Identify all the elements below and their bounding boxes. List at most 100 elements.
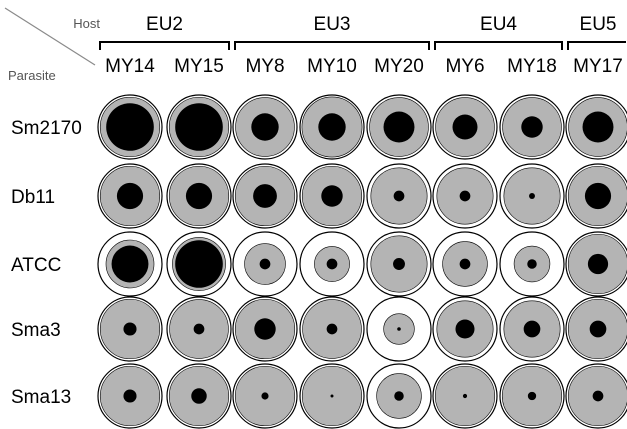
- cell-black-core: [106, 103, 154, 151]
- group-bracket-eu3: [234, 41, 430, 50]
- cell-atcc-my10: [299, 231, 365, 297]
- cell-black-core: [523, 320, 541, 338]
- group-bracket-eu4: [434, 41, 563, 50]
- cell-sm2170-my10: [299, 94, 365, 160]
- cell-black-core: [582, 111, 614, 143]
- cell-db11-my10: [299, 163, 365, 229]
- column-label-my8: MY8: [245, 56, 284, 77]
- group-bracket-eu5: [567, 41, 626, 50]
- cell-db11-my14: [97, 163, 163, 229]
- cell-sma13-my6: [432, 363, 498, 429]
- cell-black-core: [452, 114, 478, 140]
- cell-black-core: [191, 388, 207, 404]
- cell-black-core: [185, 182, 213, 210]
- cell-sm2170-my14: [97, 94, 163, 160]
- group-bracket-eu2: [99, 41, 230, 50]
- cell-black-core: [251, 113, 279, 141]
- cell-black-core: [326, 323, 338, 335]
- cell-black-core: [321, 185, 343, 207]
- row-label-sma3: Sma3: [11, 320, 61, 341]
- cell-sma13-my18: [499, 363, 565, 429]
- cell-black-core: [261, 392, 269, 400]
- cell-black-core: [330, 394, 334, 398]
- cell-sma3-my14: [97, 296, 163, 362]
- group-label-eu2: EU2: [146, 14, 183, 35]
- cell-sma13-my14: [97, 363, 163, 429]
- cell-sma13-my8: [232, 363, 298, 429]
- column-label-my20: MY20: [374, 56, 424, 77]
- row-label-sm2170: Sm2170: [11, 118, 82, 139]
- cell-black-core: [394, 391, 404, 401]
- cell-black-core: [527, 259, 537, 269]
- group-label-eu4: EU4: [480, 14, 517, 35]
- cell-db11-my15: [166, 163, 232, 229]
- cell-sm2170-my18: [499, 94, 565, 160]
- row-label-atcc: ATCC: [11, 255, 61, 276]
- cell-black-core: [459, 190, 471, 202]
- cell-db11-my6: [432, 163, 498, 229]
- cell-db11-my8: [232, 163, 298, 229]
- corner-host-label: Host: [73, 16, 100, 31]
- column-label-my15: MY15: [174, 56, 224, 77]
- cell-atcc-my18: [499, 231, 565, 297]
- cell-black-core: [383, 111, 415, 143]
- corner-diagonal: [4, 7, 96, 66]
- cell-black-core: [455, 319, 475, 339]
- cell-black-core: [527, 391, 537, 401]
- cell-sma3-my20: [366, 296, 432, 362]
- row-label-sma13: Sma13: [11, 387, 71, 408]
- cell-black-core: [318, 113, 346, 141]
- cell-sma13-my17: [565, 363, 627, 429]
- cell-black-core: [123, 389, 137, 403]
- cell-black-core: [393, 258, 405, 270]
- cell-sm2170-my8: [232, 94, 298, 160]
- cell-db11-my18: [499, 163, 565, 229]
- cell-sma13-my10: [299, 363, 365, 429]
- cell-sm2170-my15: [166, 94, 232, 160]
- cell-sm2170-my20: [366, 94, 432, 160]
- group-label-eu5: EU5: [580, 14, 617, 35]
- cell-sm2170-my17: [565, 94, 627, 160]
- cell-atcc-my14: [97, 231, 163, 297]
- cell-black-core: [587, 253, 609, 275]
- cell-black-core: [253, 184, 277, 208]
- cell-black-core: [589, 320, 607, 338]
- cell-black-core: [393, 190, 405, 202]
- cell-black-core: [116, 182, 144, 210]
- cell-atcc-my17: [565, 231, 627, 297]
- cell-atcc-my20: [366, 231, 432, 297]
- cell-sma3-my17: [565, 296, 627, 362]
- cell-sma3-my6: [432, 296, 498, 362]
- cell-black-core: [326, 258, 338, 270]
- cell-sma13-my15: [166, 363, 232, 429]
- column-label-my10: MY10: [307, 56, 357, 77]
- column-label-my6: MY6: [445, 56, 484, 77]
- cell-atcc-my15: [166, 231, 232, 297]
- cell-sma13-my20: [366, 363, 432, 429]
- cell-black-core: [175, 103, 223, 151]
- cell-black-core: [462, 393, 468, 399]
- cell-black-core: [111, 245, 149, 283]
- cell-sma3-my8: [232, 296, 298, 362]
- group-label-eu3: EU3: [314, 14, 351, 35]
- cell-sma3-my15: [166, 296, 232, 362]
- cell-black-core: [592, 390, 604, 402]
- cell-black-core: [193, 323, 205, 335]
- cell-black-core: [529, 193, 535, 199]
- cell-black-core: [175, 240, 223, 288]
- column-label-my17: MY17: [573, 56, 623, 77]
- cell-black-core: [123, 322, 137, 336]
- column-label-my14: MY14: [105, 56, 155, 77]
- cell-atcc-my8: [232, 231, 298, 297]
- cell-atcc-my6: [432, 231, 498, 297]
- cell-black-core: [259, 258, 271, 270]
- cell-db11-my17: [565, 163, 627, 229]
- cell-black-core: [397, 327, 401, 331]
- column-label-my18: MY18: [507, 56, 557, 77]
- cell-black-core: [254, 318, 276, 340]
- corner-parasite-label: Parasite: [8, 68, 56, 83]
- cell-sma3-my18: [499, 296, 565, 362]
- row-label-db11: Db11: [11, 187, 55, 208]
- cell-black-core: [521, 116, 543, 138]
